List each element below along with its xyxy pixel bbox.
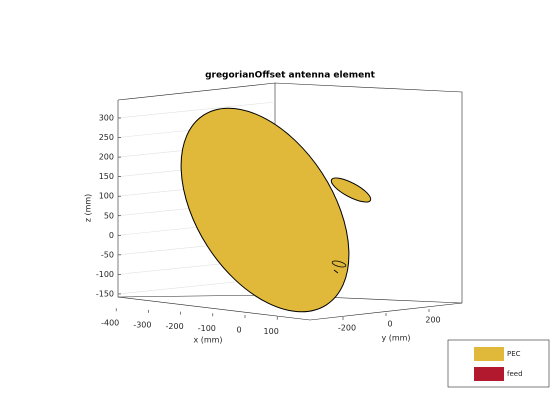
x-tick-label: 100 xyxy=(264,327,279,336)
z-tick-label: 200 xyxy=(99,153,114,162)
legend-swatch xyxy=(474,367,504,381)
x-tick-label: -300 xyxy=(133,320,151,329)
z-tick-label: 300 xyxy=(99,114,114,123)
sub-reflector xyxy=(330,177,372,203)
z-axis-label: z (mm) xyxy=(84,194,93,223)
chart-title: gregorianOffset antenna element xyxy=(205,71,376,81)
x-axis-label: x (mm) xyxy=(193,336,222,345)
x-tick-label: -200 xyxy=(166,322,184,331)
feed-detail xyxy=(333,269,339,274)
z-tick-label: 0 xyxy=(109,231,114,240)
z-tick-label: -50 xyxy=(101,250,114,259)
z-tick-label: 100 xyxy=(99,192,114,201)
y-tick-label: 200 xyxy=(425,316,440,325)
z-tick-label: 50 xyxy=(104,211,114,220)
z-tick-label: 250 xyxy=(99,133,114,142)
z-tick-label: -100 xyxy=(96,270,114,279)
y-axis-label: y (mm) xyxy=(381,334,410,343)
main-reflector xyxy=(180,107,350,313)
feed-horn xyxy=(331,260,347,268)
legend-label: feed xyxy=(507,370,523,378)
z-tick-label: -150 xyxy=(96,289,114,298)
z-tick-label: 150 xyxy=(99,172,114,181)
box-edge xyxy=(117,294,276,298)
z-grid-line xyxy=(117,101,276,119)
x-tick-label: -100 xyxy=(198,324,216,333)
x-tick-label: -400 xyxy=(101,319,119,328)
legend-label: PEC xyxy=(507,350,521,358)
legend-swatch xyxy=(474,347,504,361)
x-tick-label: 0 xyxy=(236,326,241,335)
legend: PEC feed xyxy=(474,347,523,381)
y-tick-label: -200 xyxy=(338,324,356,333)
y-tick-label: 0 xyxy=(387,320,392,329)
